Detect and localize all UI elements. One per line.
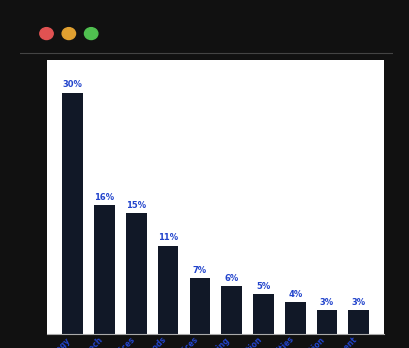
Text: 16%: 16%	[94, 193, 115, 202]
Text: 11%: 11%	[158, 233, 178, 242]
Text: 30%: 30%	[63, 80, 83, 89]
Bar	[285, 302, 306, 334]
Bar	[253, 294, 274, 334]
Bar	[158, 246, 178, 334]
Text: 6%: 6%	[225, 274, 239, 283]
Text: 4%: 4%	[288, 290, 302, 299]
Bar	[126, 213, 146, 334]
Text: 3%: 3%	[352, 298, 366, 307]
Text: 15%: 15%	[126, 201, 146, 210]
Text: 7%: 7%	[193, 266, 207, 275]
Circle shape	[85, 27, 98, 40]
Text: 3%: 3%	[320, 298, 334, 307]
Circle shape	[40, 27, 53, 40]
Bar	[94, 205, 115, 334]
Bar	[62, 93, 83, 334]
Bar	[348, 310, 369, 334]
Circle shape	[62, 27, 76, 40]
Text: 5%: 5%	[256, 282, 271, 291]
Bar	[189, 278, 210, 334]
Bar	[221, 286, 242, 334]
Bar	[317, 310, 337, 334]
